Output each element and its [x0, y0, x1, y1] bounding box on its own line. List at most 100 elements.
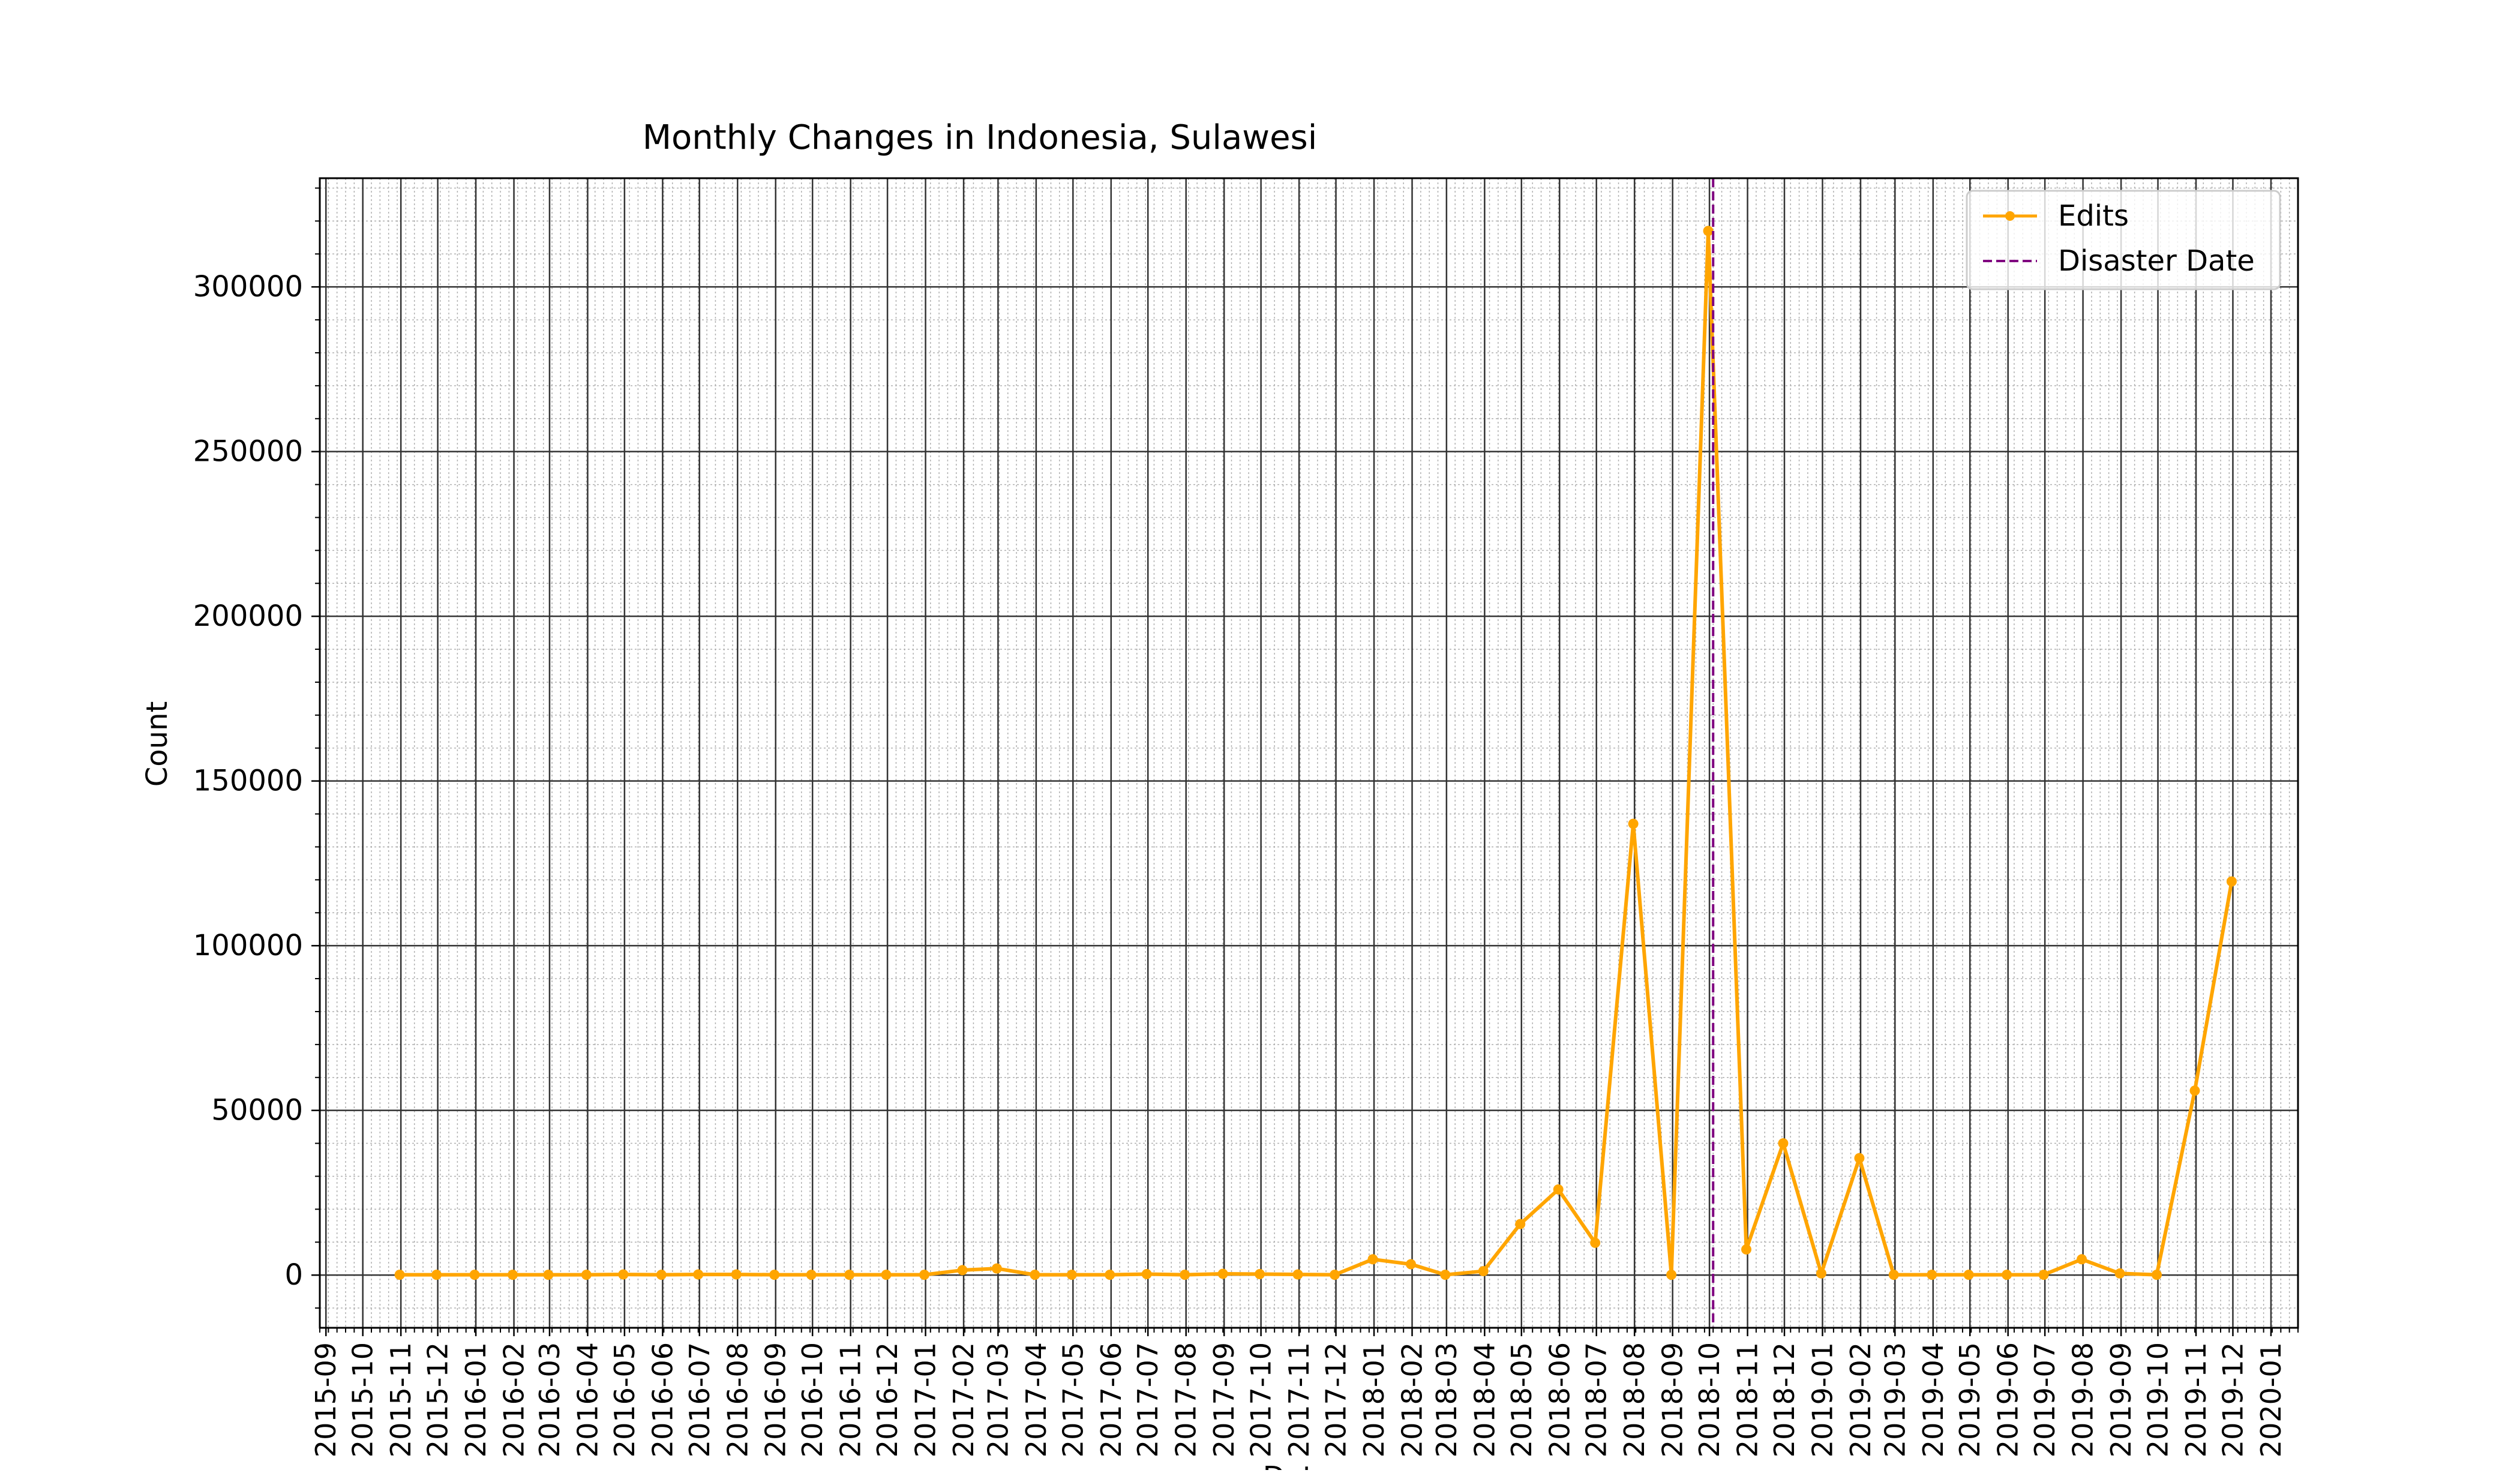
legend-edits-marker [2005, 211, 2015, 221]
edits-point [543, 1270, 554, 1280]
x-tick-label: 2016-03 [533, 1342, 566, 1457]
x-tick-label: 2019-11 [2180, 1342, 2212, 1457]
edits-point [919, 1270, 930, 1280]
x-tick-label: 2016-01 [460, 1342, 492, 1457]
edits-point [769, 1270, 780, 1280]
x-tick-label: 2017-10 [1245, 1342, 1277, 1457]
x-tick-label: 2017-11 [1283, 1342, 1315, 1457]
edits-point [2114, 1268, 2125, 1279]
edits-point [581, 1270, 592, 1280]
edits-line [400, 229, 2234, 1277]
y-tick-label: 150000 [193, 764, 303, 798]
x-tick-label: 2018-08 [1618, 1342, 1651, 1457]
x-tick-label: 2019-02 [1844, 1342, 1877, 1457]
series-layer [394, 226, 2237, 1280]
edits-point [508, 1270, 518, 1280]
edits-point [881, 1270, 892, 1280]
x-tick-label: 2017-01 [910, 1342, 942, 1457]
x-tick-label: 2016-10 [796, 1342, 829, 1457]
x-tick-label: 2019-10 [2142, 1342, 2174, 1457]
x-tick-label: 2017-05 [1057, 1342, 1089, 1457]
x-tick-label: 2017-06 [1095, 1342, 1127, 1457]
x-tick-label: 2016-12 [871, 1342, 904, 1457]
edits-point [1330, 1270, 1340, 1280]
edits-point [1478, 1266, 1489, 1277]
edits-point [2002, 1270, 2012, 1280]
x-tick-label: 2020-01 [2255, 1342, 2287, 1457]
edits-point [1030, 1270, 1040, 1280]
x-tick-label: 2016-11 [835, 1342, 867, 1457]
legend-box [1966, 190, 2281, 290]
x-tick-label: 2019-04 [1917, 1342, 1949, 1457]
x-axis-label: Date [1263, 1460, 1332, 1470]
major-grid [320, 178, 2298, 1328]
legend-edits-label: Edits [2058, 199, 2129, 233]
edits-point [1703, 226, 1714, 236]
x-tick-label: 2018-01 [1358, 1342, 1390, 1457]
edits-point [1816, 1268, 1826, 1279]
edits-point [1553, 1184, 1564, 1195]
edits-point [1515, 1219, 1526, 1229]
edits-point [957, 1265, 968, 1276]
edits-point [2077, 1254, 2087, 1265]
x-tick-label: 2018-07 [1580, 1342, 1613, 1457]
legend: Edits Disaster Date [1966, 190, 2281, 290]
x-tick-labels: 2015-09 2015-10 2015-11 2015-12 2016-01 2016-… [310, 1342, 2287, 1457]
edits-point [431, 1270, 442, 1280]
x-tick-label: 2017-02 [947, 1342, 980, 1457]
edits-point [656, 1270, 667, 1280]
x-tick-label: 2019-05 [1954, 1342, 1986, 1457]
y-tick-label: 200000 [193, 599, 303, 633]
edits-point [991, 1263, 1002, 1274]
axis-ticks [311, 187, 2299, 1336]
edits-point [1741, 1244, 1752, 1255]
edits-point [1292, 1269, 1303, 1280]
x-tick-label: 2016-07 [683, 1342, 716, 1457]
x-tick-label: 2016-02 [498, 1342, 530, 1457]
edits-point [1367, 1254, 1378, 1265]
x-tick-label: 2019-07 [2029, 1342, 2061, 1457]
edits-point [1405, 1259, 1416, 1270]
edits-point [1666, 1270, 1677, 1280]
x-tick-label: 2019-03 [1879, 1342, 1911, 1457]
x-tick-label: 2016-08 [721, 1342, 754, 1457]
edits-point [1778, 1138, 1789, 1149]
edits-point [1180, 1270, 1190, 1280]
y-axis-label: Count [140, 701, 174, 787]
y-tick-label: 50000 [211, 1094, 303, 1127]
x-tick-label: 2018-12 [1768, 1342, 1801, 1457]
x-tick-label: 2018-10 [1693, 1342, 1726, 1457]
x-tick-label: 2017-12 [1320, 1342, 1352, 1457]
x-tick-label: 2018-05 [1505, 1342, 1538, 1457]
edits-point [1440, 1270, 1451, 1280]
edits-point [394, 1270, 405, 1280]
legend-disaster-label: Disaster Date [2058, 244, 2255, 278]
x-tick-label: 2017-08 [1170, 1342, 1202, 1457]
edits-point [1255, 1269, 1265, 1280]
x-tick-label: 2018-09 [1657, 1342, 1689, 1457]
edits-point [469, 1270, 480, 1280]
edits-point [731, 1269, 742, 1280]
x-tick-label: 2019-09 [2105, 1342, 2137, 1457]
x-tick-label: 2015-12 [422, 1342, 454, 1457]
x-tick-label: 2018-03 [1430, 1342, 1463, 1457]
edits-point [1927, 1270, 1937, 1280]
x-tick-label: 2019-12 [2216, 1342, 2249, 1457]
edits-point [2189, 1085, 2200, 1096]
x-tick-label: 2019-06 [1992, 1342, 2024, 1457]
x-tick-label: 2018-02 [1396, 1342, 1429, 1457]
x-tick-label: 2017-09 [1208, 1342, 1240, 1457]
edits-point [1590, 1237, 1601, 1248]
y-tick-labels: 0 50000 100000 150000 200000 250000 300000 [193, 270, 303, 1292]
x-tick-label: 2018-04 [1468, 1342, 1501, 1457]
edits-point [806, 1270, 817, 1280]
y-tick-label: 100000 [193, 929, 303, 962]
x-tick-label: 2015-09 [310, 1342, 342, 1457]
minor-grid [319, 178, 2299, 1328]
chart-title: Monthly Changes in Indonesia, Sulawesi [643, 118, 1318, 157]
edits-point [2152, 1270, 2162, 1280]
y-tick-label: 300000 [193, 270, 303, 304]
edits-point [693, 1269, 704, 1280]
